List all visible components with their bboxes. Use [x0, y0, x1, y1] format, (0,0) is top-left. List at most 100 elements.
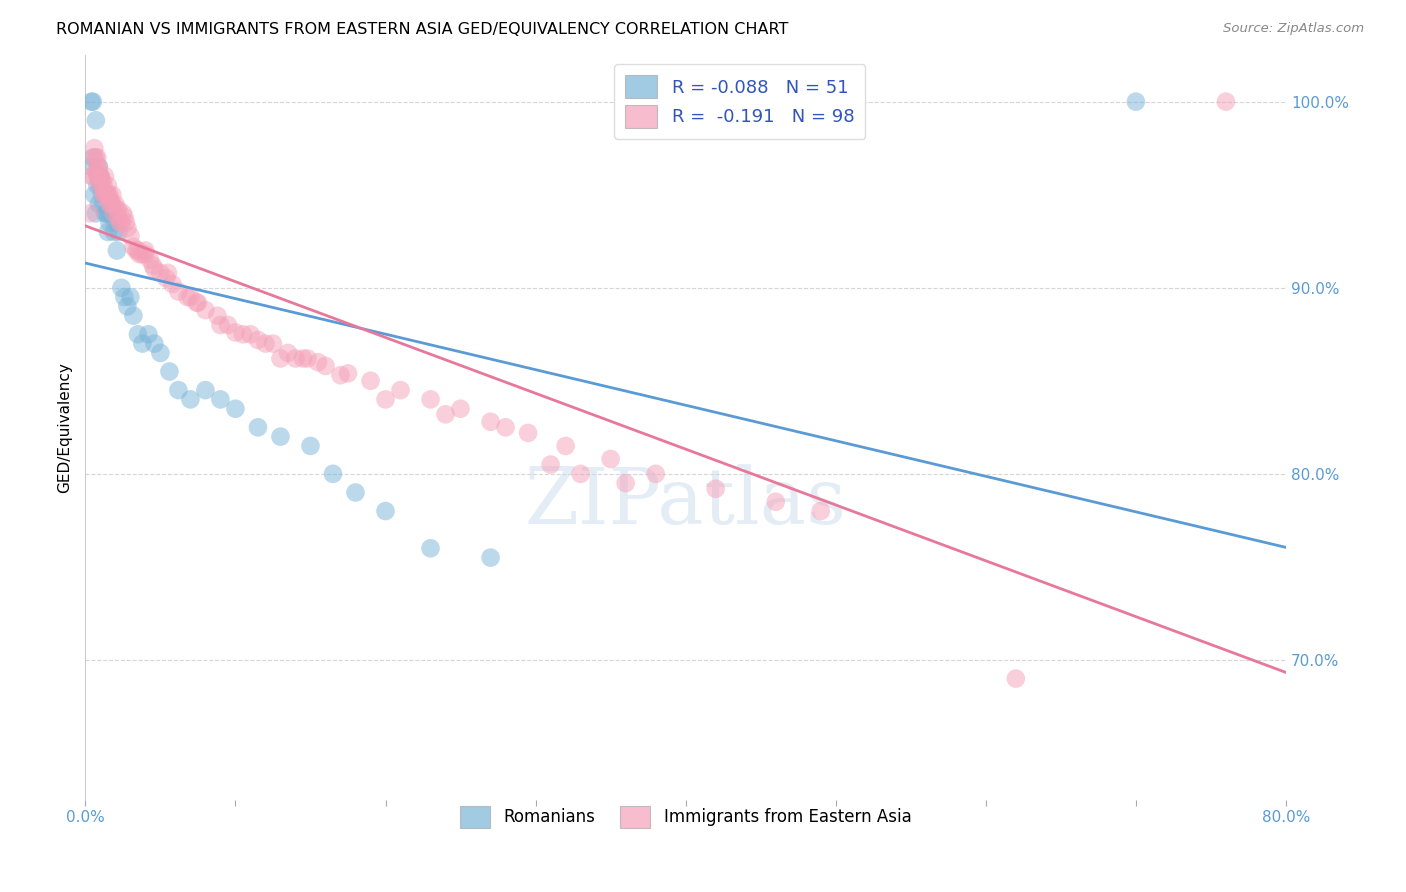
Point [90, 187, 112, 202]
Point [122, 309, 145, 323]
Point [89, 178, 111, 193]
Point [101, 206, 124, 220]
Point [98, 187, 121, 202]
Point [224, 401, 246, 416]
Point [179, 290, 201, 304]
Point [162, 277, 184, 291]
Point [103, 206, 125, 220]
Point [98, 191, 121, 205]
Point [246, 420, 269, 434]
Point [100, 206, 122, 220]
Point [419, 541, 441, 556]
Point [360, 374, 382, 388]
Point [337, 367, 360, 381]
Point [110, 281, 132, 295]
Point [101, 197, 124, 211]
Point [112, 290, 135, 304]
Point [284, 351, 307, 366]
Point [112, 210, 135, 224]
Point [83, 187, 105, 202]
Point [122, 240, 145, 254]
Point [149, 266, 172, 280]
Point [291, 351, 314, 366]
Point [110, 216, 132, 230]
Point [111, 206, 134, 220]
Point [97, 178, 120, 193]
Point [128, 247, 150, 261]
Point [115, 216, 138, 230]
Point [269, 351, 291, 366]
Point [149, 346, 172, 360]
Point [156, 266, 179, 280]
Point [217, 318, 239, 332]
Point [80, 160, 103, 174]
Legend: Romanians, Immigrants from Eastern Asia: Romanians, Immigrants from Eastern Asia [451, 797, 920, 836]
Point [239, 327, 262, 342]
Point [329, 368, 352, 383]
Point [142, 259, 165, 273]
Text: Source: ZipAtlas.com: Source: ZipAtlas.com [1223, 22, 1364, 36]
Point [84, 113, 107, 128]
Y-axis label: GED/Equivalency: GED/Equivalency [58, 362, 72, 492]
Point [209, 318, 232, 332]
Point [97, 225, 120, 239]
Point [84, 151, 107, 165]
Point [614, 476, 637, 491]
Point [569, 467, 592, 481]
Point [86, 169, 108, 183]
Point [479, 550, 502, 565]
Point [1004, 672, 1026, 686]
Point [89, 169, 111, 183]
Point [117, 221, 139, 235]
Point [307, 355, 329, 369]
Point [450, 401, 472, 416]
Point [96, 206, 118, 220]
Point [224, 326, 246, 340]
Point [107, 210, 129, 224]
Point [96, 187, 118, 202]
Point [1215, 95, 1237, 109]
Point [93, 197, 115, 211]
Point [97, 187, 120, 202]
Point [179, 392, 201, 407]
Point [540, 458, 562, 472]
Point [89, 169, 111, 183]
Point [419, 392, 441, 407]
Point [644, 467, 666, 481]
Point [131, 336, 153, 351]
Point [125, 244, 148, 258]
Point [117, 299, 139, 313]
Point [84, 206, 107, 220]
Point [105, 202, 128, 217]
Point [82, 169, 104, 183]
Point [83, 141, 105, 155]
Point [87, 160, 110, 174]
Point [82, 95, 104, 109]
Point [131, 247, 153, 261]
Point [108, 216, 131, 230]
Point [495, 420, 517, 434]
Text: ZIPatlas: ZIPatlas [524, 464, 846, 540]
Point [344, 485, 367, 500]
Point [134, 244, 156, 258]
Point [186, 295, 208, 310]
Point [297, 351, 319, 366]
Point [87, 197, 110, 211]
Point [277, 346, 299, 360]
Point [554, 439, 576, 453]
Point [120, 290, 142, 304]
Point [254, 336, 277, 351]
Point [101, 187, 124, 202]
Point [262, 336, 284, 351]
Point [83, 151, 105, 165]
Point [107, 202, 129, 217]
Point [103, 225, 125, 239]
Point [176, 290, 198, 304]
Point [434, 407, 457, 421]
Point [87, 160, 110, 174]
Point [94, 206, 117, 220]
Point [93, 178, 115, 193]
Point [1125, 95, 1147, 109]
Point [100, 197, 122, 211]
Point [374, 504, 396, 518]
